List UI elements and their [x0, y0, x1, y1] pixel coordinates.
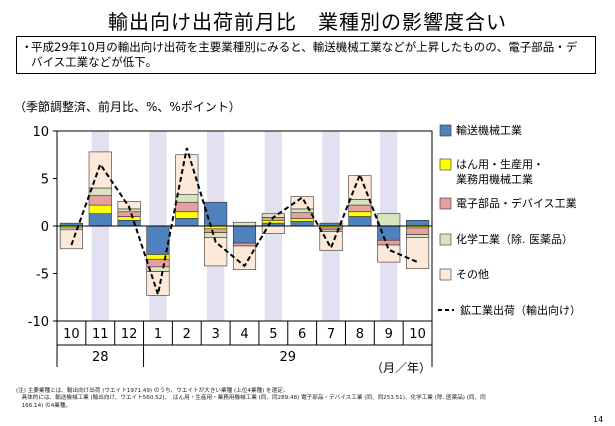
- bar-segment: [146, 258, 170, 268]
- summary-text: 平成29年10月の輸出向け出荷を主要業種別にみると、輸送機械工業などが上昇したも…: [31, 40, 578, 69]
- legend-swatch: [439, 197, 452, 210]
- stacked-bars: [59, 151, 430, 296]
- x-tick-label: 7: [327, 327, 335, 342]
- bar-segment: [175, 218, 199, 227]
- bar-segment: [204, 232, 228, 238]
- x-tick-label: 5: [269, 327, 277, 342]
- bar-segment: [232, 242, 257, 247]
- bar-segment: [204, 228, 228, 233]
- y-tick-label: 10: [32, 125, 49, 140]
- bar-segment: [406, 237, 430, 270]
- legend-label: 電子部品・デバイス工業: [456, 196, 577, 210]
- bar-segment: [117, 216, 141, 221]
- footnote: (注) 主要業種とは、輸出向け出荷 (ウエイト1971.49) のうち、ウエイト…: [16, 388, 576, 410]
- bar-segment: [175, 211, 199, 219]
- bar-segment: [88, 213, 112, 227]
- bar-segment: [290, 212, 314, 219]
- legend-label: 鉱工業出荷（輸出向け）: [460, 303, 581, 317]
- x-tick-label: 3: [212, 327, 220, 342]
- bar-segment: [290, 220, 314, 227]
- x-tick-label: 4: [240, 327, 248, 342]
- bar-segment: [290, 196, 314, 210]
- bar-segment: [88, 204, 112, 214]
- legend-swatch: [439, 124, 452, 137]
- legend-label: はん用・生産用・業務用機械工業: [456, 157, 544, 186]
- y-tick-label: 0: [41, 220, 49, 235]
- bar-segment: [377, 225, 401, 241]
- legend-label: 化学工業（除. 医薬品）: [456, 232, 573, 246]
- y-tick-label: -10: [28, 315, 49, 330]
- unit-label: （季節調整済、前月比、%、%ポイント）: [14, 100, 241, 114]
- bar-segment: [88, 195, 112, 206]
- bar-segment: [175, 201, 199, 213]
- y-tick-label: 5: [41, 173, 49, 188]
- bar-segment: [406, 220, 430, 227]
- x-tick-label: 11: [92, 327, 109, 342]
- legend-label-line: はん用・生産用・: [456, 157, 544, 171]
- x-tick-label: 9: [385, 327, 393, 342]
- bar-segment: [204, 201, 228, 227]
- bar-segment: [406, 234, 430, 238]
- legend-label-line: 業務用機械工業: [456, 172, 533, 186]
- bar-segment: [175, 194, 199, 203]
- year-label: 28: [92, 350, 109, 365]
- bar-segment: [348, 175, 372, 200]
- footnote-line: 具体的には、輸送機械工業 (輸出向け、ウエイト560.52)、 はん用・生産用・…: [16, 395, 486, 402]
- x-tick-label: 1: [154, 327, 162, 342]
- x-axis-unit: （月／年）: [371, 361, 431, 375]
- legend-label: 輸送機械工業: [456, 123, 522, 137]
- legend-swatch: [439, 268, 452, 281]
- legend-label: その他: [456, 268, 489, 281]
- x-tick-label: 2: [183, 327, 191, 342]
- bar-segment: [377, 239, 401, 246]
- year-label: 29: [279, 350, 296, 365]
- x-tick-label: 8: [356, 327, 364, 342]
- x-tick-label: 10: [409, 327, 426, 342]
- bar-segment: [232, 221, 257, 227]
- bar-segment: [377, 213, 401, 227]
- bar-segment: [406, 227, 430, 235]
- legend-swatch: [439, 233, 452, 246]
- legend-swatch: [439, 158, 452, 171]
- page-title: 輸出向け出荷前月比 業種別の影響度合い: [108, 10, 507, 34]
- summary-box: ・ 平成29年10月の輸出向け出荷を主要業種別にみると、輸送機械工業などが上昇し…: [16, 36, 596, 74]
- bar-segment: [348, 211, 372, 217]
- bar-segment: [88, 151, 112, 189]
- x-tick-label: 12: [121, 327, 138, 342]
- footnote-line: 166.14) の4業種。: [16, 402, 72, 409]
- x-tick-label: 6: [298, 327, 306, 342]
- page-number: 14: [593, 415, 604, 424]
- bar-segment: [348, 199, 372, 206]
- bar-segment: [117, 220, 141, 227]
- summary-bullet: ・: [21, 40, 33, 54]
- bar-segment: [290, 218, 314, 222]
- y-axis: 10 5 0 -5 -10: [28, 125, 57, 330]
- footnote-line: (注) 主要業種とは、輸出向け出荷 (ウエイト1971.49) のうち、ウエイト…: [16, 388, 289, 394]
- bar-segment: [348, 204, 372, 213]
- bar-segment: [232, 225, 257, 244]
- series-line-industrial-shipments: [70, 147, 418, 299]
- x-tick-label: 10: [63, 327, 80, 342]
- bar-segment: [59, 229, 83, 250]
- bar-segment: [348, 216, 372, 227]
- y-tick-label: -5: [36, 268, 49, 283]
- bar-segment: [261, 220, 285, 224]
- bar-segment: [117, 211, 141, 217]
- legend: 輸送機械工業はん用・生産用・業務用機械工業電子部品・デバイス工業化学工業（除. …: [438, 123, 581, 317]
